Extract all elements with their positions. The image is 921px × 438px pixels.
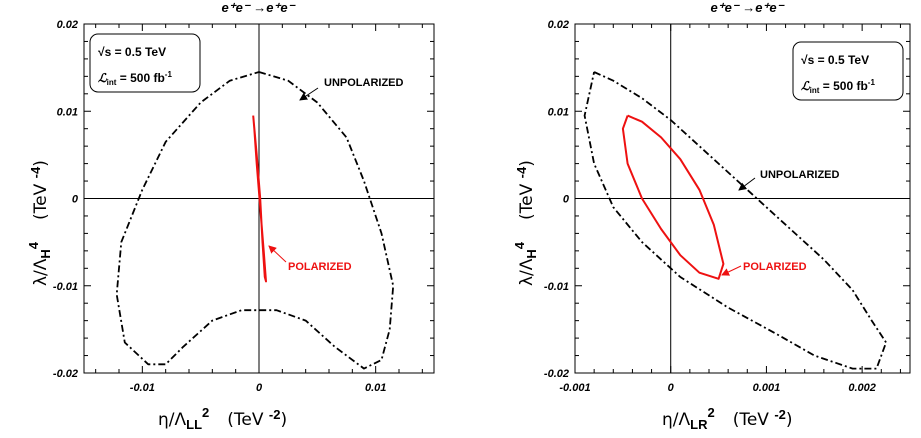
y-label-sup: 4	[512, 241, 527, 249]
series-group	[583, 71, 887, 370]
info-energy: √s = 0.5 TeV	[98, 45, 166, 59]
lum-sub: int	[810, 86, 820, 95]
x-label-unit: (TeV	[227, 410, 269, 430]
x-label-base: η/Λ	[662, 410, 691, 430]
y-tick-label: -0.01	[544, 281, 569, 293]
info-box-frame	[792, 41, 904, 101]
series-group	[115, 71, 395, 370]
x-axis-label: η/ΛLR2 (TeV -2)	[662, 405, 793, 432]
y-label-sup: 4	[26, 241, 41, 249]
info-energy: √s = 0.5 TeV	[801, 53, 869, 67]
y-label-unit-end: )	[517, 160, 537, 167]
chart-title: e⁺e⁻ →e⁺e⁻	[711, 0, 786, 15]
x-tick-label: 0.002	[848, 382, 876, 394]
tick-group: -0.01 0 0.01 -0.02 -0.01 0 0.01 0.02	[53, 19, 434, 394]
y-tick-label: 0.02	[548, 19, 569, 31]
info-box-frame	[89, 33, 201, 93]
x-tick-label: -0.01	[130, 382, 155, 394]
x-label-sup: 2	[707, 405, 714, 420]
polarized-label: POLARIZED	[743, 261, 807, 273]
x-tick-label: 0.001	[753, 382, 781, 394]
unpolarized-contour	[583, 71, 887, 370]
lum-symbol: ℒ	[801, 79, 811, 93]
x-axis-label: η/ΛLL2 (TeV -2)	[158, 405, 287, 432]
y-label-unit: (TeV	[517, 178, 537, 220]
y-axis-label: λ/ΛH4 (TeV -4)	[512, 160, 539, 286]
y-tick-label: -0.01	[53, 281, 78, 293]
lum-sup: -1	[165, 70, 173, 79]
polarized-contour	[252, 115, 267, 283]
x-label-unit-sup: -2	[774, 407, 786, 422]
info-box: √s = 0.5 TeV ℒint = 500 fb-1	[89, 33, 201, 93]
unpolarized-contour	[115, 71, 395, 370]
info-luminosity: ℒint = 500 fb-1	[801, 78, 875, 95]
unpolarized-label: UNPOLARIZED	[760, 169, 840, 181]
lum-sup: -1	[868, 78, 876, 87]
y-label-unit-sup: -4	[514, 166, 529, 178]
y-label-base: λ/Λ	[31, 258, 51, 286]
y-tick-label: -0.02	[53, 368, 78, 380]
x-label-sup: 2	[202, 405, 209, 420]
x-tick-label: 0	[668, 382, 675, 394]
y-axis-label: λ/ΛH4 (TeV -4)	[26, 160, 53, 286]
x-tick-label: -0.001	[559, 382, 590, 394]
unpolarized-arrow	[738, 177, 756, 191]
x-label-base: η/Λ	[158, 410, 187, 430]
y-label-sub: H	[38, 249, 53, 258]
x-label-unit-end: )	[786, 410, 793, 430]
x-label-unit: (TeV	[733, 410, 775, 430]
tick-group: -0.001 0 0.001 0.002 -0.02 -0.01 0 0.01 0.02	[544, 19, 910, 394]
x-tick-label: 0.01	[365, 382, 386, 394]
x-tick-label: 0	[256, 382, 263, 394]
y-label-unit-sup: -4	[28, 166, 43, 178]
info-luminosity: ℒint = 500 fb-1	[98, 70, 172, 87]
lum-value: = 500 fb	[819, 79, 867, 93]
polarized-arrow	[721, 265, 742, 276]
y-label-unit-end: )	[31, 160, 51, 167]
unpolarized-label: UNPOLARIZED	[324, 77, 404, 89]
info-box: √s = 0.5 TeV ℒint = 500 fb-1	[792, 41, 904, 101]
y-label-unit: (TeV	[31, 178, 51, 220]
panel-right: e⁺e⁻ →e⁺e⁻ -0.001 0 0.001 0.002 -0.02 -0.01 0 0…	[512, 0, 911, 432]
x-label-unit-end: )	[280, 410, 287, 430]
y-tick-label: 0	[72, 194, 79, 206]
y-tick-label: 0.01	[548, 106, 569, 118]
lum-sub: int	[107, 78, 117, 87]
y-tick-label: 0.01	[57, 106, 78, 118]
y-label-sub: H	[524, 249, 539, 258]
x-label-sub: LL	[186, 417, 202, 432]
panel-left: e⁺e⁻ →e⁺e⁻ -0.01 0 0.01 -0.02 -0.01 0 0.01 0.02…	[26, 0, 435, 432]
y-label-base: λ/Λ	[517, 258, 537, 286]
lum-value: = 500 fb	[116, 71, 164, 85]
polarized-contour	[621, 114, 725, 280]
lum-symbol: ℒ	[98, 71, 108, 85]
x-label-sub: LR	[690, 417, 708, 432]
y-tick-label: 0	[563, 194, 570, 206]
y-tick-label: -0.02	[544, 368, 569, 380]
y-tick-label: 0.02	[57, 19, 78, 31]
unpolarized-arrow	[299, 87, 319, 101]
chart-title: e⁺e⁻ →e⁺e⁻	[222, 0, 297, 15]
x-label-unit-sup: -2	[269, 407, 281, 422]
polarized-label: POLARIZED	[288, 261, 352, 273]
polarized-arrow	[268, 245, 287, 263]
